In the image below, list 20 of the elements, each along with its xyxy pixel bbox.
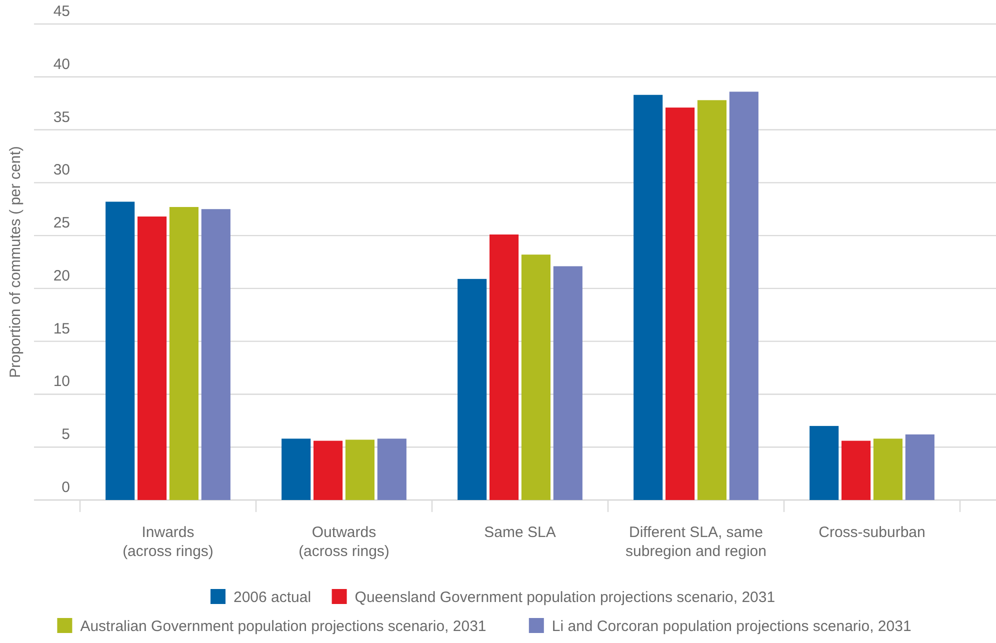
y-tick-label: 30 bbox=[53, 162, 70, 179]
x-tick-label: Outwards (across rings) bbox=[298, 524, 390, 560]
y-tick-label: 35 bbox=[53, 108, 70, 126]
legend-label: 2006 actual bbox=[234, 589, 312, 606]
y-tick-label: 20 bbox=[53, 267, 70, 284]
y-tick-label: 45 bbox=[53, 3, 70, 20]
y-tick-label: 10 bbox=[53, 373, 70, 390]
y-tick-label: 25 bbox=[53, 214, 70, 232]
legend-label: Li and Corcoran population projections scenario, 2031 bbox=[552, 618, 912, 635]
x-tick-label: Different SLA, same subregion and region bbox=[626, 524, 766, 560]
y-axis-title: Proportion of commutes ( per cent) bbox=[7, 146, 24, 378]
x-tick-label: Same SLA bbox=[484, 524, 556, 541]
x-tick-label: Cross-suburban bbox=[818, 524, 926, 541]
y-tick-label: 0 bbox=[62, 479, 70, 496]
legend-label: Australian Government population projections scenario, 2031 bbox=[80, 618, 486, 635]
y-tick-label: 15 bbox=[53, 320, 70, 338]
y-tick-label: 40 bbox=[53, 56, 70, 73]
x-tick-label: Inwards (across rings) bbox=[122, 524, 214, 560]
y-tick-label: 5 bbox=[62, 426, 70, 444]
legend-label: Queensland Government population projections scenario, 2031 bbox=[354, 589, 776, 606]
